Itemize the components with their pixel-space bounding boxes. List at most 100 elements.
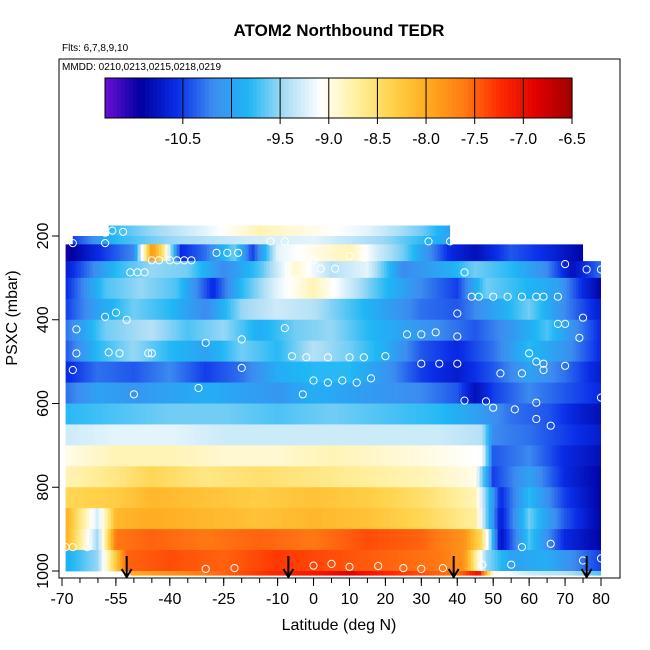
heat-cell: [344, 550, 349, 572]
heat-cell: [311, 466, 316, 488]
heat-cell: [509, 487, 514, 509]
heat-cell: [384, 225, 389, 237]
heat-cell: [437, 319, 442, 342]
heat-cell: [338, 466, 343, 488]
heat-cell: [569, 487, 574, 509]
heat-cell: [347, 529, 352, 551]
heat-cell: [332, 487, 337, 509]
heat-cell: [293, 529, 298, 551]
heat-cell: [131, 277, 136, 300]
heat-cell: [155, 466, 160, 488]
observation-point: [561, 361, 570, 370]
heat-cell: [455, 550, 460, 572]
heat-cell: [395, 319, 400, 342]
heat-cell: [266, 466, 271, 488]
heat-cell: [143, 361, 148, 383]
heat-cell: [578, 382, 583, 404]
heat-cell: [500, 466, 505, 488]
heat-cell: [290, 340, 295, 363]
heat-cell: [344, 529, 349, 551]
heat-cell: [116, 550, 121, 572]
heat-cell: [461, 508, 466, 530]
heat-cell: [252, 225, 257, 237]
heat-cell: [476, 403, 481, 425]
heat-cell: [545, 403, 550, 425]
heat-cell: [503, 261, 508, 279]
heat-cell: [533, 487, 538, 509]
heat-cell: [521, 424, 526, 446]
heat-cell: [548, 508, 553, 530]
heat-cell: [368, 361, 373, 383]
heat-cell: [482, 277, 487, 300]
observation-point: [111, 308, 121, 317]
heat-cell: [323, 382, 328, 404]
observation-point: [575, 333, 584, 342]
heat-cell: [296, 487, 301, 509]
colorbar-cell: [124, 78, 130, 118]
heat-cell: [212, 550, 217, 572]
heat-cell: [146, 403, 151, 425]
heat-cell: [179, 361, 184, 383]
heat-cell: [521, 550, 526, 572]
heat-cell: [122, 466, 127, 488]
heat-cell: [99, 236, 104, 245]
heat-cell: [398, 340, 403, 363]
heat-cell: [560, 529, 565, 551]
heat-cell: [539, 361, 544, 383]
heat-cell: [389, 424, 394, 446]
heat-cell: [95, 445, 100, 467]
heat-cell: [149, 382, 154, 404]
heat-cell: [191, 466, 196, 488]
heat-cell: [578, 445, 583, 467]
heat-cell: [413, 319, 418, 342]
heat-cell: [542, 261, 547, 279]
heat-cell: [98, 244, 103, 262]
heat-cell: [506, 445, 511, 467]
heat-cell: [221, 529, 226, 551]
heat-cell: [386, 508, 391, 530]
arrow-head: [447, 568, 460, 579]
heat-cell: [161, 319, 166, 342]
heat-cell: [187, 571, 191, 576]
heat-cell: [380, 466, 385, 488]
heat-cell: [188, 382, 193, 404]
heat-cell: [399, 225, 404, 237]
heat-cell: [117, 236, 122, 245]
heat-cell: [269, 277, 274, 300]
heat-cell: [257, 319, 262, 342]
heat-cell: [173, 277, 178, 300]
heat-cell: [267, 236, 272, 245]
heat-cell: [260, 403, 265, 425]
heat-cell: [257, 277, 262, 300]
heat-cell: [350, 361, 355, 383]
heat-cell: [563, 424, 568, 446]
heat-cell: [216, 225, 221, 237]
heat-cell: [206, 487, 211, 509]
heat-cell: [323, 508, 328, 530]
heat-layer: [130, 571, 601, 576]
heat-cell: [377, 382, 382, 404]
heat-cell: [590, 529, 595, 551]
heat-cell: [236, 445, 241, 467]
heat-cell: [524, 466, 529, 488]
heat-cell: [413, 508, 418, 530]
heat-cell: [350, 424, 355, 446]
heat-cell: [104, 261, 109, 279]
heat-cell: [578, 466, 583, 488]
heat-cell: [330, 236, 335, 245]
heat-cell: [365, 508, 370, 530]
heat-cell: [506, 487, 511, 509]
heat-cell: [428, 403, 433, 425]
heat-cell: [152, 277, 157, 300]
heat-cell: [158, 340, 163, 363]
heat-cell: [80, 340, 85, 363]
heat-layer: [65, 508, 601, 530]
heat-cell: [377, 261, 382, 279]
colorbar-cell: [232, 78, 238, 118]
heat-cell: [242, 261, 247, 279]
heat-cell: [182, 403, 187, 425]
heat-cell: [240, 225, 245, 237]
heat-cell: [176, 445, 181, 467]
heat-layer: [65, 445, 601, 467]
heat-cell: [143, 445, 148, 467]
